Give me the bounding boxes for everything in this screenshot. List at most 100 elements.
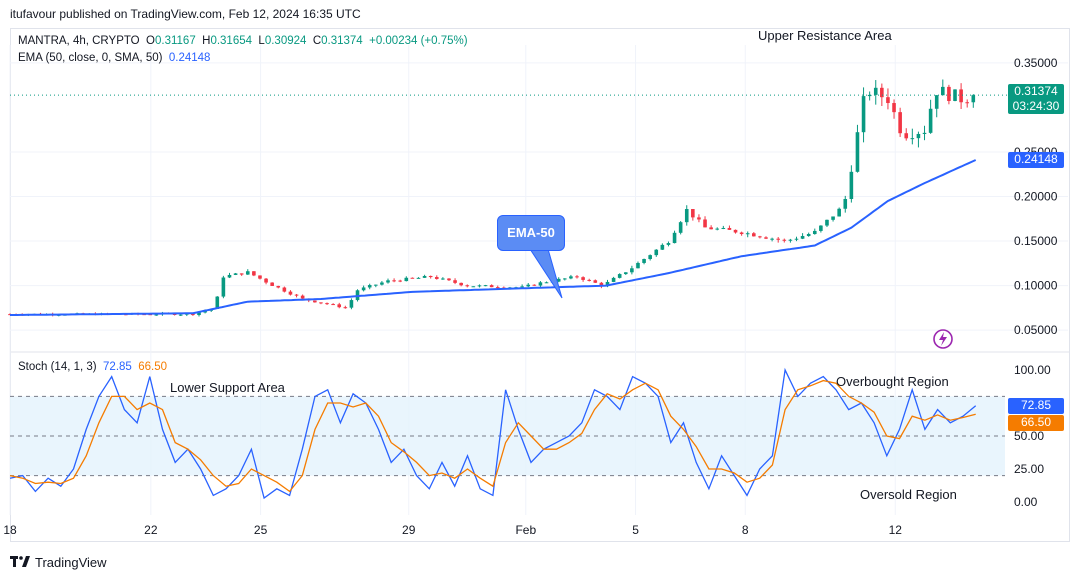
- candle-up: [477, 285, 482, 287]
- candle-down: [288, 291, 293, 295]
- overbought-label: Overbought Region: [836, 374, 949, 389]
- lower-support-label: Lower Support Area: [170, 380, 285, 395]
- candle-up: [617, 274, 622, 278]
- candle-up: [660, 244, 665, 250]
- candle-down: [313, 300, 317, 303]
- candle-up: [715, 228, 720, 230]
- candle-down: [489, 285, 494, 288]
- candle-up: [666, 243, 671, 245]
- candle-down: [325, 303, 329, 305]
- candle-down: [904, 133, 909, 139]
- candle-up: [910, 138, 915, 140]
- stoch-tick-label: 25.00: [1014, 462, 1044, 476]
- tradingview-footer[interactable]: TradingView: [10, 552, 107, 572]
- oversold-label: Oversold Region: [860, 487, 957, 502]
- candle-down: [319, 302, 323, 304]
- ohlc-legend: MANTRA, 4h, CRYPTO O0.31167 H0.31654 L0.…: [18, 35, 468, 47]
- candle-down: [697, 217, 701, 220]
- candle-up: [678, 222, 683, 233]
- candle-up: [380, 282, 384, 285]
- time-tick-label: 18: [3, 523, 17, 537]
- candle-down: [947, 86, 951, 101]
- candle-down: [148, 314, 153, 316]
- candle-down: [398, 280, 402, 282]
- candle-up: [953, 89, 957, 101]
- ema-legend-label: EMA (50, close, 0, SMA, 50): [18, 52, 163, 64]
- candle-up: [849, 171, 854, 200]
- candle-down: [892, 103, 896, 113]
- candle-up: [441, 278, 445, 280]
- candle-up: [563, 278, 567, 280]
- candle-down: [764, 237, 768, 239]
- candle-up: [642, 259, 646, 263]
- candle-down: [532, 284, 537, 286]
- stoch-k-line: [9, 367, 977, 500]
- candle-down: [495, 287, 500, 289]
- change-value: +0.00234 (+0.75%): [369, 35, 468, 47]
- candle-up: [623, 272, 628, 275]
- candle-up: [556, 278, 561, 282]
- high-label: H: [202, 35, 211, 47]
- stoch-legend-label: Stoch (14, 1, 3): [18, 361, 97, 373]
- candle-up: [934, 95, 939, 109]
- candle-down: [264, 278, 268, 283]
- candle-down: [599, 282, 604, 287]
- candle-down: [282, 287, 287, 292]
- price-tick-label: 0.05000: [1014, 323, 1058, 337]
- candle-up: [770, 238, 774, 240]
- candle-up: [630, 268, 634, 273]
- candle-up: [812, 230, 817, 235]
- candle-down: [752, 233, 756, 237]
- candle-down: [593, 280, 598, 283]
- candle-up: [745, 233, 750, 235]
- candle-down: [294, 294, 299, 296]
- candle-up: [404, 277, 409, 282]
- candle-down: [782, 239, 787, 241]
- candle-down: [709, 227, 713, 230]
- candle-up: [178, 314, 183, 316]
- candle-up: [819, 225, 823, 231]
- time-tick-label: Feb: [515, 523, 536, 537]
- candle-down: [453, 280, 457, 283]
- candle-up: [605, 281, 610, 287]
- candle-up: [544, 282, 549, 284]
- candle-up: [861, 96, 866, 133]
- candle-down: [959, 89, 963, 103]
- price-tick-label: 0.15000: [1014, 234, 1058, 248]
- time-tick-label: 29: [402, 523, 416, 537]
- candle-up: [721, 227, 726, 229]
- time-tick-label: 25: [254, 523, 268, 537]
- candle-down: [258, 275, 262, 279]
- candle-down: [703, 219, 707, 228]
- ema-layer: [10, 159, 977, 316]
- candle-down: [343, 307, 348, 309]
- candle-up: [806, 234, 811, 237]
- time-tick-label: 22: [144, 523, 158, 537]
- candle-down: [434, 277, 439, 279]
- stoch-tick-label: 100.00: [1014, 363, 1051, 377]
- candle-down: [276, 285, 281, 288]
- price-tick-label: 0.20000: [1014, 190, 1058, 204]
- candle-down: [898, 112, 902, 134]
- candle-up: [867, 94, 872, 97]
- stoch-tick-label: 0.00: [1014, 495, 1038, 509]
- candle-down: [886, 97, 890, 104]
- ema-legend: EMA (50, close, 0, SMA, 50) 0.24148: [18, 52, 210, 64]
- time-tick-label: 5: [632, 523, 639, 537]
- candle-up: [916, 133, 921, 139]
- candle-up: [367, 285, 372, 288]
- candle-up: [971, 95, 976, 103]
- stoch-d-legend-value: 66.50: [138, 361, 167, 373]
- publisher-header: itufavour published on TradingView.com, …: [0, 0, 1080, 28]
- candle-up: [374, 284, 378, 286]
- candle-down: [880, 87, 884, 98]
- stoch-k-tag-value: 72.85: [1020, 398, 1052, 412]
- candle-up: [843, 199, 848, 209]
- candle-down: [739, 232, 744, 235]
- stoch-tick-label: 50.00: [1014, 429, 1044, 443]
- candle-up: [221, 277, 226, 297]
- candle-up: [873, 87, 878, 95]
- ema-callout: EMA-50: [497, 215, 565, 251]
- candle-up: [654, 249, 659, 256]
- stoch-d-tag-value: 66.50: [1020, 415, 1052, 429]
